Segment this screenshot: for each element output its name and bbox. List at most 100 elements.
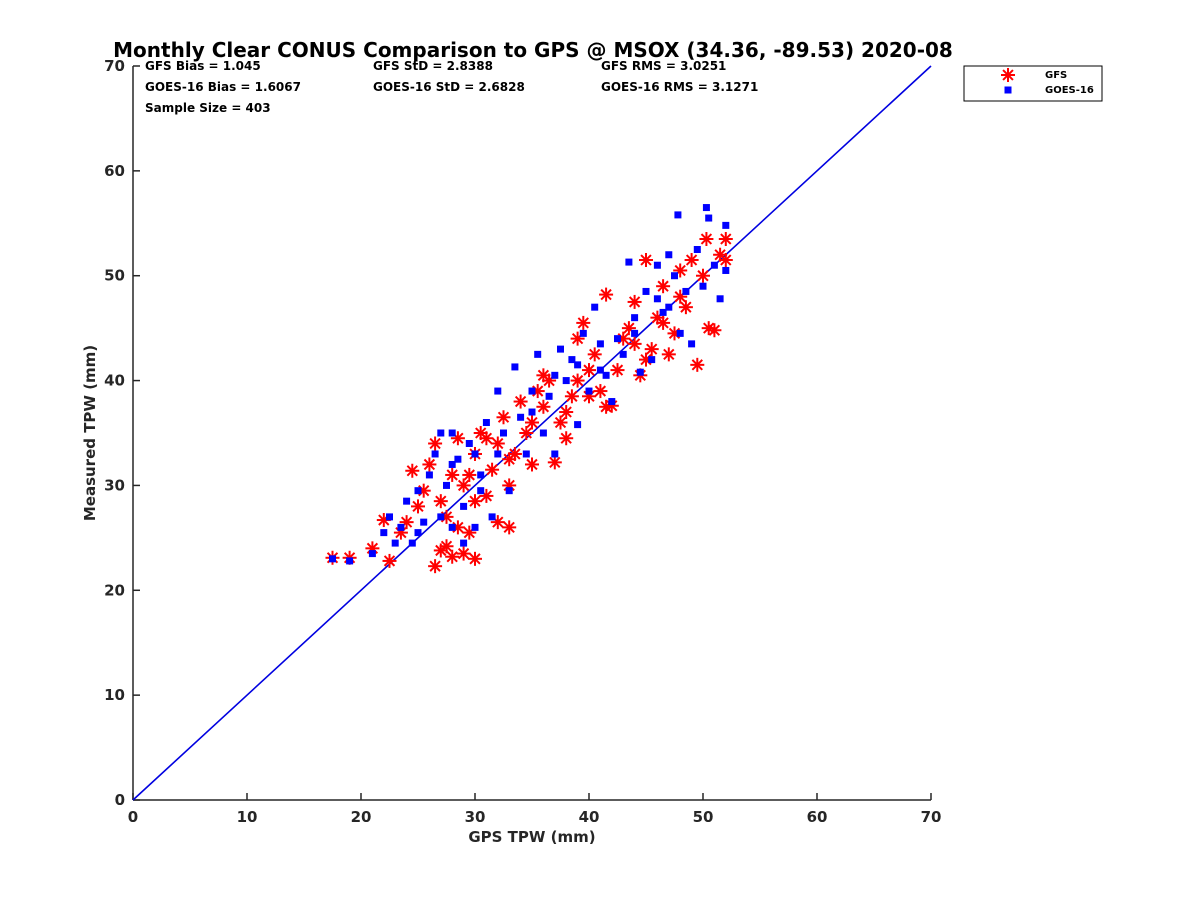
goes16-point bbox=[448, 460, 456, 468]
gfs-point bbox=[536, 399, 551, 414]
goes16-point bbox=[602, 371, 610, 379]
goes16-point bbox=[631, 329, 639, 337]
goes16-point bbox=[329, 555, 336, 563]
gfs-point bbox=[684, 252, 699, 267]
gfs-point bbox=[433, 494, 448, 509]
goes16-point bbox=[574, 361, 582, 369]
x-tick-label: 40 bbox=[579, 808, 600, 826]
goes16-point bbox=[625, 258, 633, 266]
gfs-point bbox=[428, 559, 443, 574]
goes16-point bbox=[437, 513, 445, 521]
gfs-point bbox=[582, 363, 596, 378]
gfs-point bbox=[445, 467, 460, 482]
goes16-point bbox=[702, 204, 710, 212]
legend: GFS GOES-16 bbox=[963, 65, 1103, 102]
y-tick-label: 40 bbox=[104, 372, 125, 390]
x-tick-label: 10 bbox=[237, 808, 258, 826]
gfs-point bbox=[570, 331, 585, 346]
gfs-point bbox=[399, 515, 414, 530]
gfs-point bbox=[479, 431, 494, 446]
x-tick-label: 0 bbox=[128, 808, 138, 826]
goes16-point bbox=[471, 523, 479, 531]
y-axis-ticks: 0 10 20 30 40 50 60 70 bbox=[104, 57, 140, 809]
gfs-point bbox=[610, 363, 625, 378]
legend-box bbox=[963, 65, 1103, 102]
goes16-point bbox=[443, 481, 450, 489]
goes16-point bbox=[693, 246, 701, 253]
gfs-point bbox=[439, 539, 454, 554]
goes16-point bbox=[688, 340, 696, 348]
goes16-point bbox=[420, 518, 428, 526]
goes16-point bbox=[648, 356, 656, 364]
goes16-point bbox=[528, 387, 536, 395]
goes16-point bbox=[505, 487, 513, 495]
x-tick-label: 60 bbox=[807, 808, 828, 826]
gfs-point bbox=[468, 494, 482, 509]
gfs-point bbox=[525, 415, 539, 430]
gfs-point bbox=[502, 452, 517, 467]
stat-goes-std: GOES-16 StD = 2.6828 bbox=[373, 80, 525, 94]
gfs-point bbox=[718, 232, 733, 247]
gfs-point bbox=[639, 252, 653, 267]
goes16-point bbox=[557, 345, 564, 353]
stat-gfs-rms: GFS RMS = 3.0251 bbox=[601, 59, 726, 73]
gfs-point bbox=[456, 478, 471, 493]
gfs-point bbox=[599, 287, 614, 302]
goes16-point bbox=[653, 295, 661, 303]
goes16-point bbox=[631, 314, 639, 322]
goes16-point bbox=[448, 429, 456, 437]
gfs-point bbox=[405, 463, 420, 478]
stat-sample-size: Sample Size = 403 bbox=[145, 101, 271, 115]
gfs-point bbox=[382, 553, 397, 568]
goes16-point bbox=[619, 350, 627, 358]
gfs-point bbox=[559, 405, 574, 420]
gfs-point bbox=[428, 436, 443, 451]
x-axis-label: GPS TPW (mm) bbox=[468, 828, 595, 846]
goes16-point bbox=[414, 529, 422, 537]
gfs-point bbox=[564, 389, 579, 404]
goes16-point bbox=[471, 450, 479, 458]
goes16-point bbox=[642, 287, 650, 295]
y-tick-label: 50 bbox=[104, 267, 125, 285]
goes16-point bbox=[494, 450, 502, 458]
gfs-point bbox=[593, 384, 608, 399]
x-axis-ticks: 0 10 20 30 40 50 60 70 bbox=[128, 793, 941, 826]
series-goes16 bbox=[329, 204, 730, 565]
gfs-point bbox=[422, 457, 437, 472]
gfs-point bbox=[559, 431, 574, 446]
goes16-point bbox=[665, 251, 673, 259]
goes16-point bbox=[551, 450, 559, 458]
goes16-point bbox=[596, 340, 604, 348]
goes16-point bbox=[568, 356, 576, 364]
gfs-point bbox=[690, 357, 705, 372]
gfs-point bbox=[411, 499, 425, 514]
goes16-point bbox=[722, 266, 730, 274]
goes16-point bbox=[425, 471, 433, 479]
goes16-point bbox=[653, 261, 661, 269]
gfs-point bbox=[678, 300, 693, 315]
gfs-point bbox=[553, 415, 568, 430]
gfs-point bbox=[445, 549, 460, 564]
stat-goes-rms: GOES-16 RMS = 3.1271 bbox=[601, 80, 758, 94]
gfs-point bbox=[570, 373, 585, 388]
chart-title: Monthly Clear CONUS Comparison to GPS @ … bbox=[113, 38, 953, 62]
legend-gfs-marker bbox=[1001, 68, 1015, 82]
goes16-point bbox=[477, 471, 485, 479]
goes16-point bbox=[431, 450, 439, 458]
goes16-point bbox=[659, 308, 667, 316]
y-tick-label: 60 bbox=[104, 162, 125, 180]
gfs-point bbox=[718, 252, 733, 267]
goes16-point bbox=[517, 413, 525, 421]
goes16-point bbox=[408, 539, 416, 547]
goes16-point bbox=[482, 419, 490, 427]
stat-goes-bias: GOES-16 Bias = 1.6067 bbox=[145, 80, 301, 94]
goes16-point bbox=[539, 429, 547, 437]
goes16-point bbox=[460, 502, 468, 510]
gfs-point bbox=[547, 455, 562, 470]
goes16-point bbox=[488, 513, 496, 521]
y-tick-label: 20 bbox=[104, 581, 125, 599]
goes16-point bbox=[710, 261, 718, 269]
x-tick-label: 30 bbox=[465, 808, 486, 826]
goes16-point bbox=[608, 398, 616, 406]
goes16-point bbox=[528, 408, 536, 416]
